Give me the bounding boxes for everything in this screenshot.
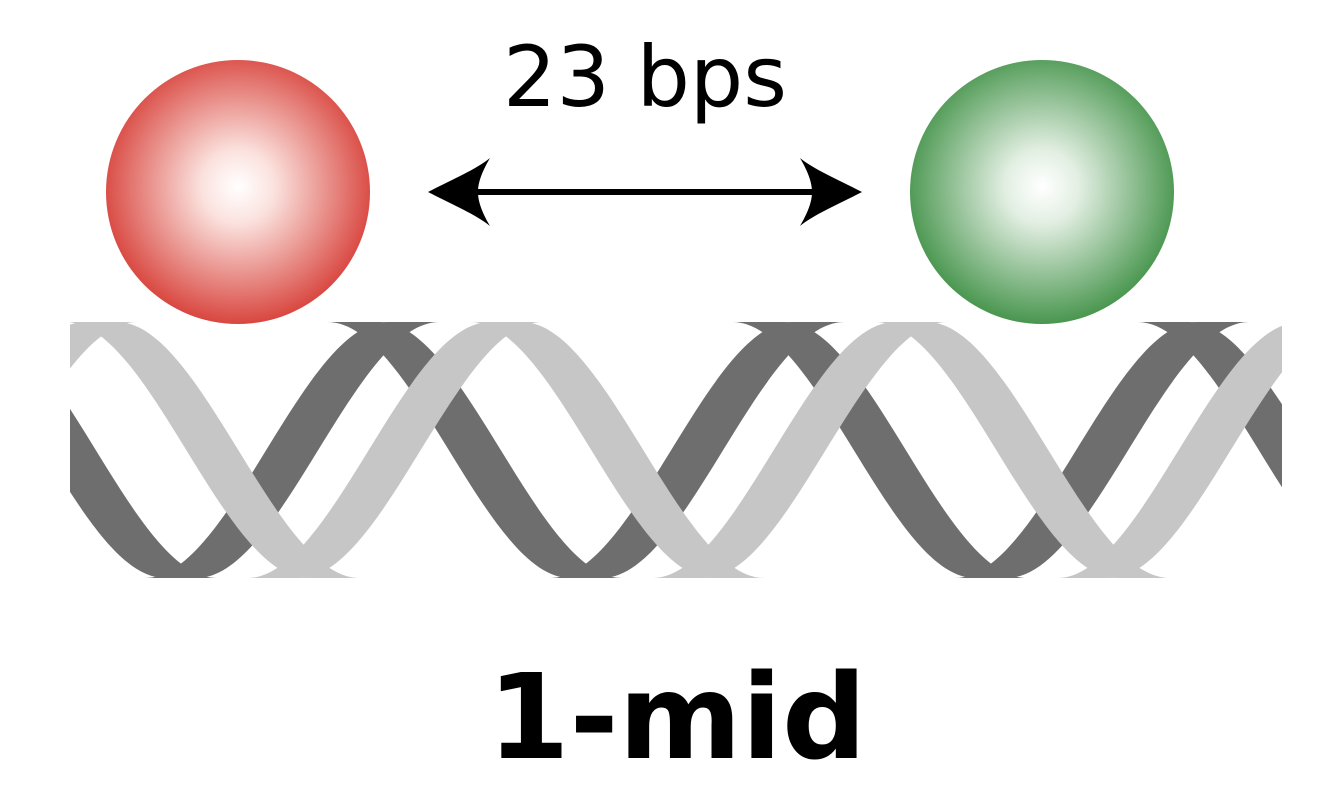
- helix-segment: [70, 322, 360, 578]
- distance-label: 23 bps: [503, 28, 787, 126]
- red-fluorophore-sphere: [106, 60, 370, 324]
- helix-segment: [0, 322, 35, 578]
- helix-segment: [145, 322, 440, 578]
- helix-segment: [70, 408, 217, 578]
- helix-segment: [1057, 326, 1282, 578]
- helix-segment: [1280, 322, 1282, 323]
- helix-segment: [550, 322, 845, 578]
- helix-segment: [327, 322, 622, 578]
- distance-double-arrow: [428, 158, 862, 226]
- helix-segment: [875, 322, 1170, 578]
- arrow-head-left: [428, 158, 490, 226]
- dna-helix: [0, 322, 1282, 578]
- arrow-head-right: [800, 158, 862, 226]
- helix-segment: [70, 322, 137, 369]
- helix-segment: [732, 322, 1027, 578]
- helix-segment: [470, 322, 765, 578]
- green-fluorophore-sphere: [910, 60, 1174, 324]
- dna-front-strand: [70, 322, 1282, 578]
- helix-segment: [955, 322, 1250, 578]
- helix-segment: [652, 322, 947, 578]
- construct-label: 1-mid: [488, 648, 867, 786]
- helix-segment: [247, 322, 542, 578]
